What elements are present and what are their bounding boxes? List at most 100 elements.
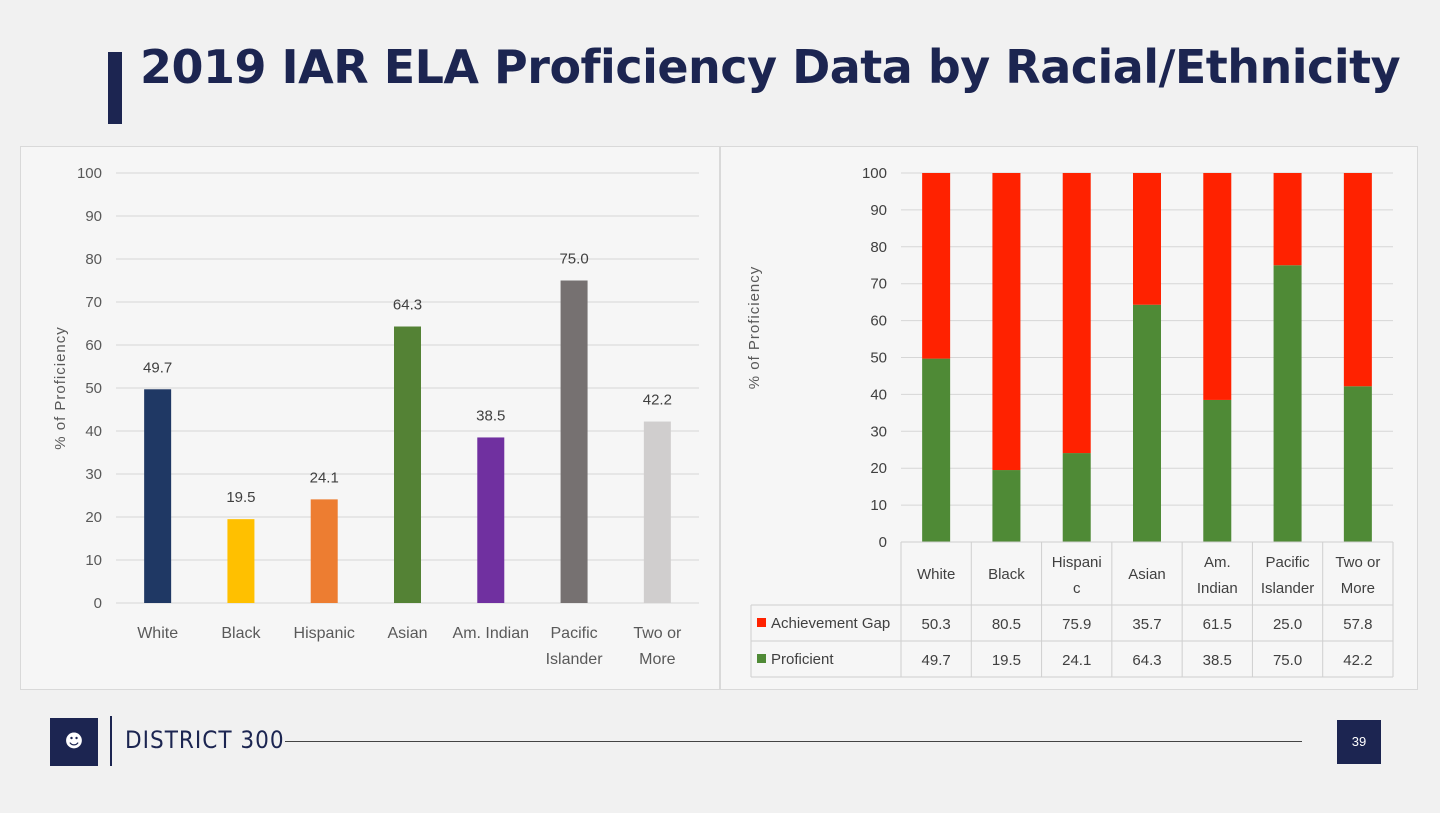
legend-swatch-achievement-gap xyxy=(757,618,766,627)
bar-segment-achievement-gap xyxy=(1273,173,1302,266)
bar-white xyxy=(144,389,172,603)
bar-value-label: 38.5 xyxy=(476,407,505,424)
bar-segment-achievement-gap xyxy=(1343,173,1372,387)
bar-pacific-islander xyxy=(560,280,588,603)
right-chart-panel: 0 10 20 30 40 50 60 70 80 90 100 % of Proficiency Wh… xyxy=(720,146,1418,690)
proficiency-bar-chart: 0 10 20 30 40 50 60 70 80 90 100 % of Proficiency 49… xyxy=(52,165,699,668)
y-tick-label: 90 xyxy=(85,208,102,225)
bar-segment-proficient xyxy=(922,358,951,542)
bar-segment-achievement-gap xyxy=(922,173,951,359)
bar-value-label: 42.2 xyxy=(643,392,672,409)
table-header-label: Pacific xyxy=(1265,554,1310,571)
legend-swatch-proficient xyxy=(757,654,766,663)
bar-value-label: 64.3 xyxy=(393,297,422,314)
y-tick-label: 0 xyxy=(879,534,887,551)
x-category-label: More xyxy=(639,651,676,668)
y-tick-label: 60 xyxy=(870,313,887,330)
bar-segment-proficient xyxy=(1062,453,1091,542)
table-cell-proficient: 24.1 xyxy=(1062,652,1091,669)
table-header-label: Indian xyxy=(1197,580,1238,597)
bar-hispanic xyxy=(310,499,338,603)
table-cell-proficient: 64.3 xyxy=(1132,652,1161,669)
y-tick-label: 70 xyxy=(85,294,102,311)
bar-segment-proficient xyxy=(1133,304,1161,542)
table-header-label: More xyxy=(1341,580,1375,597)
table-cell-achievement-gap: 35.7 xyxy=(1132,616,1161,633)
table-header-label: Islander xyxy=(1261,580,1314,597)
table-header-label: Am. xyxy=(1204,554,1231,571)
footer-brand: DISTRICT 300 xyxy=(125,726,285,754)
x-category-label: Am. Indian xyxy=(453,625,529,642)
bar-segment-achievement-gap xyxy=(1133,173,1161,305)
legend-label-achievement-gap: Achievement Gap xyxy=(771,615,890,632)
bar-am-indian xyxy=(477,437,505,603)
y-tick-label: 30 xyxy=(85,466,102,483)
x-category-label: Asian xyxy=(387,625,427,642)
y-tick-label: 40 xyxy=(870,386,887,403)
y-tick-label: 0 xyxy=(94,595,102,612)
y-tick-label: 100 xyxy=(862,165,887,182)
table-cell-proficient: 75.0 xyxy=(1273,652,1302,669)
table-cell-achievement-gap: 75.9 xyxy=(1062,616,1091,633)
title-accent-bar xyxy=(108,52,122,124)
footer-divider xyxy=(110,716,112,766)
y-tick-label: 60 xyxy=(85,337,102,354)
table-header-label: c xyxy=(1073,580,1081,597)
table-cell-proficient: 49.7 xyxy=(922,652,951,669)
table-cell-achievement-gap: 61.5 xyxy=(1203,616,1232,633)
x-category-label: Pacific xyxy=(551,625,598,642)
left-chart-panel: 0 10 20 30 40 50 60 70 80 90 100 % of Proficiency 49… xyxy=(20,146,720,690)
bar-segment-proficient xyxy=(1203,399,1232,542)
y-tick-label: 10 xyxy=(85,552,102,569)
y-tick-label: 80 xyxy=(85,251,102,268)
y-axis-label: % of Proficiency xyxy=(746,266,763,390)
legend-label-proficient: Proficient xyxy=(771,651,834,668)
table-cell-proficient: 38.5 xyxy=(1203,652,1232,669)
y-tick-label: 20 xyxy=(85,509,102,526)
y-tick-label: 50 xyxy=(85,380,102,397)
bar-segment-achievement-gap xyxy=(992,173,1021,471)
bar-value-label: 24.1 xyxy=(310,469,339,486)
bar-segment-proficient xyxy=(1273,265,1302,542)
table-cell-proficient: 42.2 xyxy=(1343,652,1372,669)
footer-rule xyxy=(285,741,1302,742)
bar-value-label: 19.5 xyxy=(226,489,255,506)
y-tick-label: 40 xyxy=(85,423,102,440)
y-tick-label: 20 xyxy=(870,460,887,477)
table-header-label: White xyxy=(917,566,955,583)
bar-segment-achievement-gap xyxy=(1062,173,1091,454)
x-category-label: Two or xyxy=(633,625,682,642)
table-header-label: Two or xyxy=(1335,554,1380,571)
table-header-label: Hispani xyxy=(1052,554,1102,571)
bar-segment-proficient xyxy=(992,470,1021,542)
bar-black xyxy=(227,519,255,603)
table-cell-proficient: 19.5 xyxy=(992,652,1021,669)
achievement-gap-stacked-chart: 0 10 20 30 40 50 60 70 80 90 100 % of Proficiency Wh… xyxy=(746,165,1394,678)
x-category-label: Black xyxy=(221,625,261,642)
bar-two-or-more xyxy=(643,421,671,603)
table-header-label: Black xyxy=(988,566,1025,583)
table-cell-achievement-gap: 57.8 xyxy=(1343,616,1372,633)
page-number: 39 xyxy=(1337,720,1381,764)
bar-value-label: 49.7 xyxy=(143,359,172,376)
x-category-label: Hispanic xyxy=(294,625,355,642)
bar-asian xyxy=(394,326,421,603)
district-logo-icon: ☻ xyxy=(50,718,98,766)
y-tick-label: 10 xyxy=(870,497,887,514)
x-category-label: Islander xyxy=(546,651,604,668)
table-cell-achievement-gap: 80.5 xyxy=(992,616,1021,633)
bar-segment-achievement-gap xyxy=(1203,173,1232,400)
bar-value-label: 75.0 xyxy=(559,251,588,268)
bar-segment-proficient xyxy=(1343,386,1372,542)
table-cell-achievement-gap: 50.3 xyxy=(922,616,951,633)
y-tick-label: 70 xyxy=(870,276,887,293)
table-cell-achievement-gap: 25.0 xyxy=(1273,616,1302,633)
y-tick-label: 50 xyxy=(870,350,887,367)
slide-title: 2019 IAR ELA Proficiency Data by Racial/… xyxy=(140,40,1401,94)
y-tick-label: 90 xyxy=(870,202,887,219)
table-header-label: Asian xyxy=(1128,566,1166,583)
y-tick-label: 80 xyxy=(870,239,887,256)
y-axis-label: % of Proficiency xyxy=(52,326,69,450)
x-category-label: White xyxy=(137,625,178,642)
y-tick-label: 30 xyxy=(870,423,887,440)
